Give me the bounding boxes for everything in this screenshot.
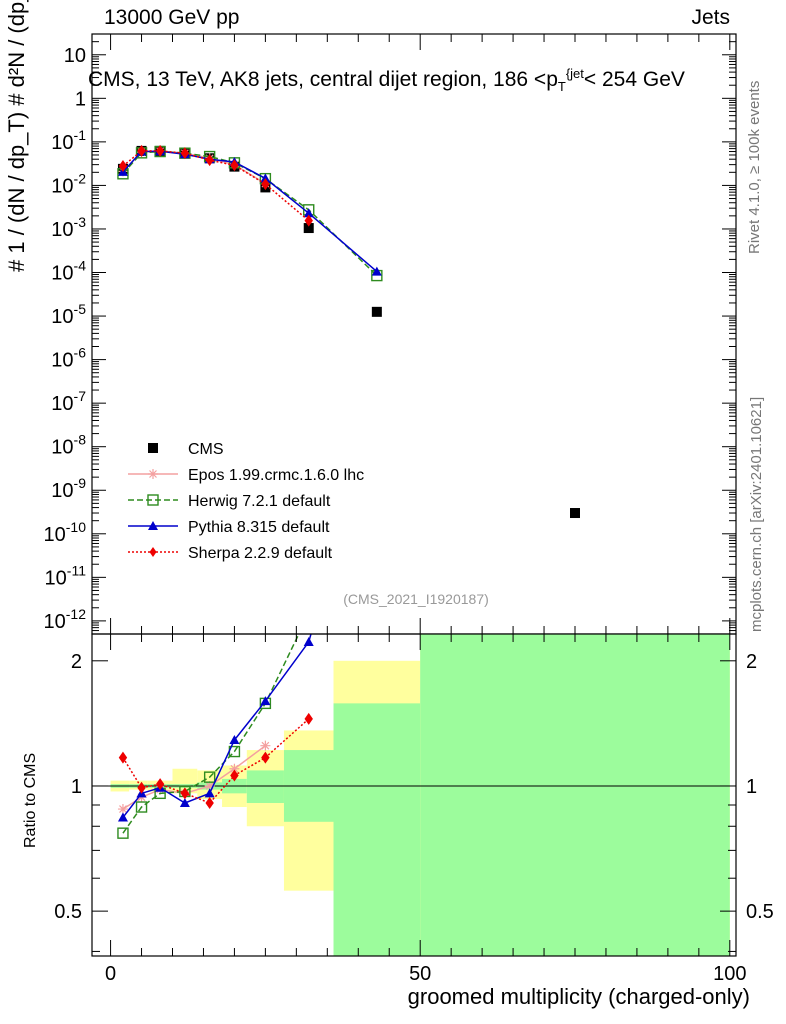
legend-label-epos: Epos 1.99.crmc.1.6.0 lhc — [188, 467, 364, 484]
pythia-ratio-point — [204, 788, 215, 798]
ratio-tick-label: 2 — [746, 651, 757, 673]
stat-band — [420, 634, 730, 956]
sherpa-point — [261, 178, 270, 191]
sherpa-point — [180, 147, 190, 160]
sherpa-point — [118, 159, 128, 172]
pythia-ratio-point — [229, 734, 240, 744]
sherpa-point — [205, 154, 214, 167]
pythia-line — [122, 150, 378, 273]
cms-point — [303, 223, 314, 234]
stat-band — [333, 703, 421, 956]
x-axis-label: groomed multiplicity (charged-only) — [407, 984, 750, 1009]
sherpa-ratio-point — [261, 751, 270, 764]
legend-marker-pythia — [148, 521, 158, 530]
sherpa-ratio-point — [205, 796, 214, 809]
y-tick-label: 10-9 — [51, 475, 86, 502]
legend-label-cms: CMS — [188, 441, 224, 458]
legend-label-pythia: Pythia 8.315 default — [188, 519, 330, 536]
energy-label: 13000 GeV pp — [104, 6, 240, 29]
herwig-line — [122, 150, 378, 277]
pythia-ratio-point — [303, 636, 314, 646]
pythia-point — [303, 208, 314, 218]
legend-label-sherpa: Sherpa 2.2.9 default — [188, 545, 333, 562]
mcplots-credit-label: mcplots.cern.ch [arXiv:2401.10621] — [748, 396, 765, 632]
y-tick-label: 10-7 — [51, 388, 86, 415]
herwig-ratio-line — [122, 634, 300, 834]
pythia-ratio-point — [179, 797, 190, 807]
y-tick-label: 10-6 — [51, 345, 86, 372]
x-tick-label: 0 — [105, 963, 116, 985]
y-axis-label: # 1 / (dN / dp_T) # d²N / (dp_T dλ) — [4, 0, 29, 272]
herwig-ratio-point — [203, 771, 216, 783]
ratio-tick-label: 1 — [71, 776, 82, 798]
herwig-ratio-point — [135, 801, 148, 813]
ratio-panel: 0 50 100 0.5 0.5 1 1 2 2 — [54, 633, 774, 985]
y-tick-label: 1 — [75, 88, 86, 110]
ratio-tick-label: 1 — [746, 776, 757, 798]
sherpa-point — [155, 144, 165, 157]
stat-band — [246, 770, 284, 803]
pythia-ratio-point — [117, 812, 128, 822]
lower-frame — [91, 633, 737, 957]
category-label: Jets — [691, 6, 730, 29]
y-tick-label: 10-3 — [51, 214, 86, 241]
sherpa-ratio-point — [137, 781, 146, 794]
analysis-tag: (CMS_2021_I1920187) — [343, 591, 489, 607]
pythia-point — [371, 266, 382, 276]
pythia-ratio-point — [260, 696, 271, 706]
x-tick-label: 50 — [409, 963, 431, 985]
cms-point — [371, 306, 382, 317]
cms-point — [570, 508, 580, 519]
rivet-version-label: Rivet 4.1.0, ≥ 100k events — [746, 80, 763, 254]
sherpa-ratio-point — [155, 778, 165, 791]
sherpa-ratio-point — [180, 787, 190, 800]
y-tick-label: 10 — [64, 45, 86, 67]
sherpa-ratio-point — [118, 751, 128, 764]
legend-marker-epos — [148, 469, 158, 479]
upper-panel: 10-1210-1110-1010-910-810-710-610-510-41… — [44, 33, 737, 635]
herwig-ratio-point — [117, 827, 129, 839]
legend-label-herwig: Herwig 7.2.1 default — [188, 493, 331, 510]
y-tick-label: 10-2 — [51, 170, 86, 197]
sherpa-point — [230, 159, 239, 172]
plot-title: CMS, 13 TeV, AK8 jets, central dijet reg… — [88, 66, 685, 95]
legend-marker-cms — [148, 443, 158, 453]
x-tick-label: 100 — [713, 963, 746, 985]
y-tick-label: 10-5 — [51, 301, 86, 328]
sherpa-ratio-point — [230, 769, 239, 782]
pythia-point — [260, 173, 271, 183]
sherpa-ratio-point — [304, 712, 313, 725]
ratio-axis-label: Ratio to CMS — [22, 752, 39, 848]
sherpa-line — [122, 150, 310, 222]
upper-frame — [91, 33, 737, 635]
y-tick-label: 10-1 — [51, 127, 86, 154]
y-tick-label: 10-11 — [45, 562, 87, 589]
ratio-tick-label: 0.5 — [54, 901, 82, 923]
epos-ratio-point — [229, 763, 240, 774]
ratio-tick-label: 0.5 — [746, 901, 774, 923]
legend-marker-herwig — [147, 494, 159, 506]
legend: CMS Epos 1.99.crmc.1.6.0 lhc Herwig 7.2.1 … — [128, 441, 364, 562]
y-tick-label: 10-4 — [51, 258, 86, 285]
y-tick-label: 10-8 — [51, 432, 86, 459]
epos-ratio-point — [260, 740, 271, 751]
sherpa-point — [304, 214, 313, 227]
epos-ratio-point — [117, 804, 128, 815]
y-tick-label: 10-10 — [44, 519, 87, 546]
y-tick-label: 10-12 — [44, 606, 87, 633]
epos-ratio-point — [204, 780, 215, 791]
legend-marker-sherpa — [149, 547, 157, 557]
ratio-tick-label: 2 — [71, 651, 82, 673]
sherpa-point — [137, 144, 146, 157]
